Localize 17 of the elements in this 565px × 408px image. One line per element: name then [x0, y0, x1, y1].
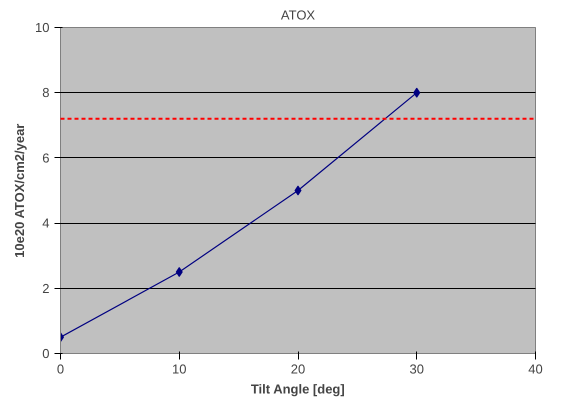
y-tick-label: 6 [42, 150, 50, 166]
y-tick-label: 10 [35, 20, 50, 35]
y-axis-title: 10e20 ATOX/cm2/year [12, 124, 28, 258]
x-tick-label: 40 [528, 362, 543, 376]
x-tick-label: 10 [172, 362, 186, 376]
point [413, 88, 420, 98]
y-tick-label: 2 [42, 280, 50, 296]
y-tick-label: 8 [42, 85, 50, 100]
x-tick-label: 30 [410, 362, 424, 376]
point [294, 186, 302, 196]
x-tick-label: 20 [290, 362, 306, 376]
x-tick-label: 0 [56, 362, 64, 376]
point [176, 267, 183, 277]
x-axis-title: Tilt Angle [deg] [250, 382, 345, 396]
y-tick-label: 0 [42, 346, 50, 361]
y-tick-label: 4 [42, 216, 50, 231]
chart-title: ATOX [280, 8, 316, 22]
